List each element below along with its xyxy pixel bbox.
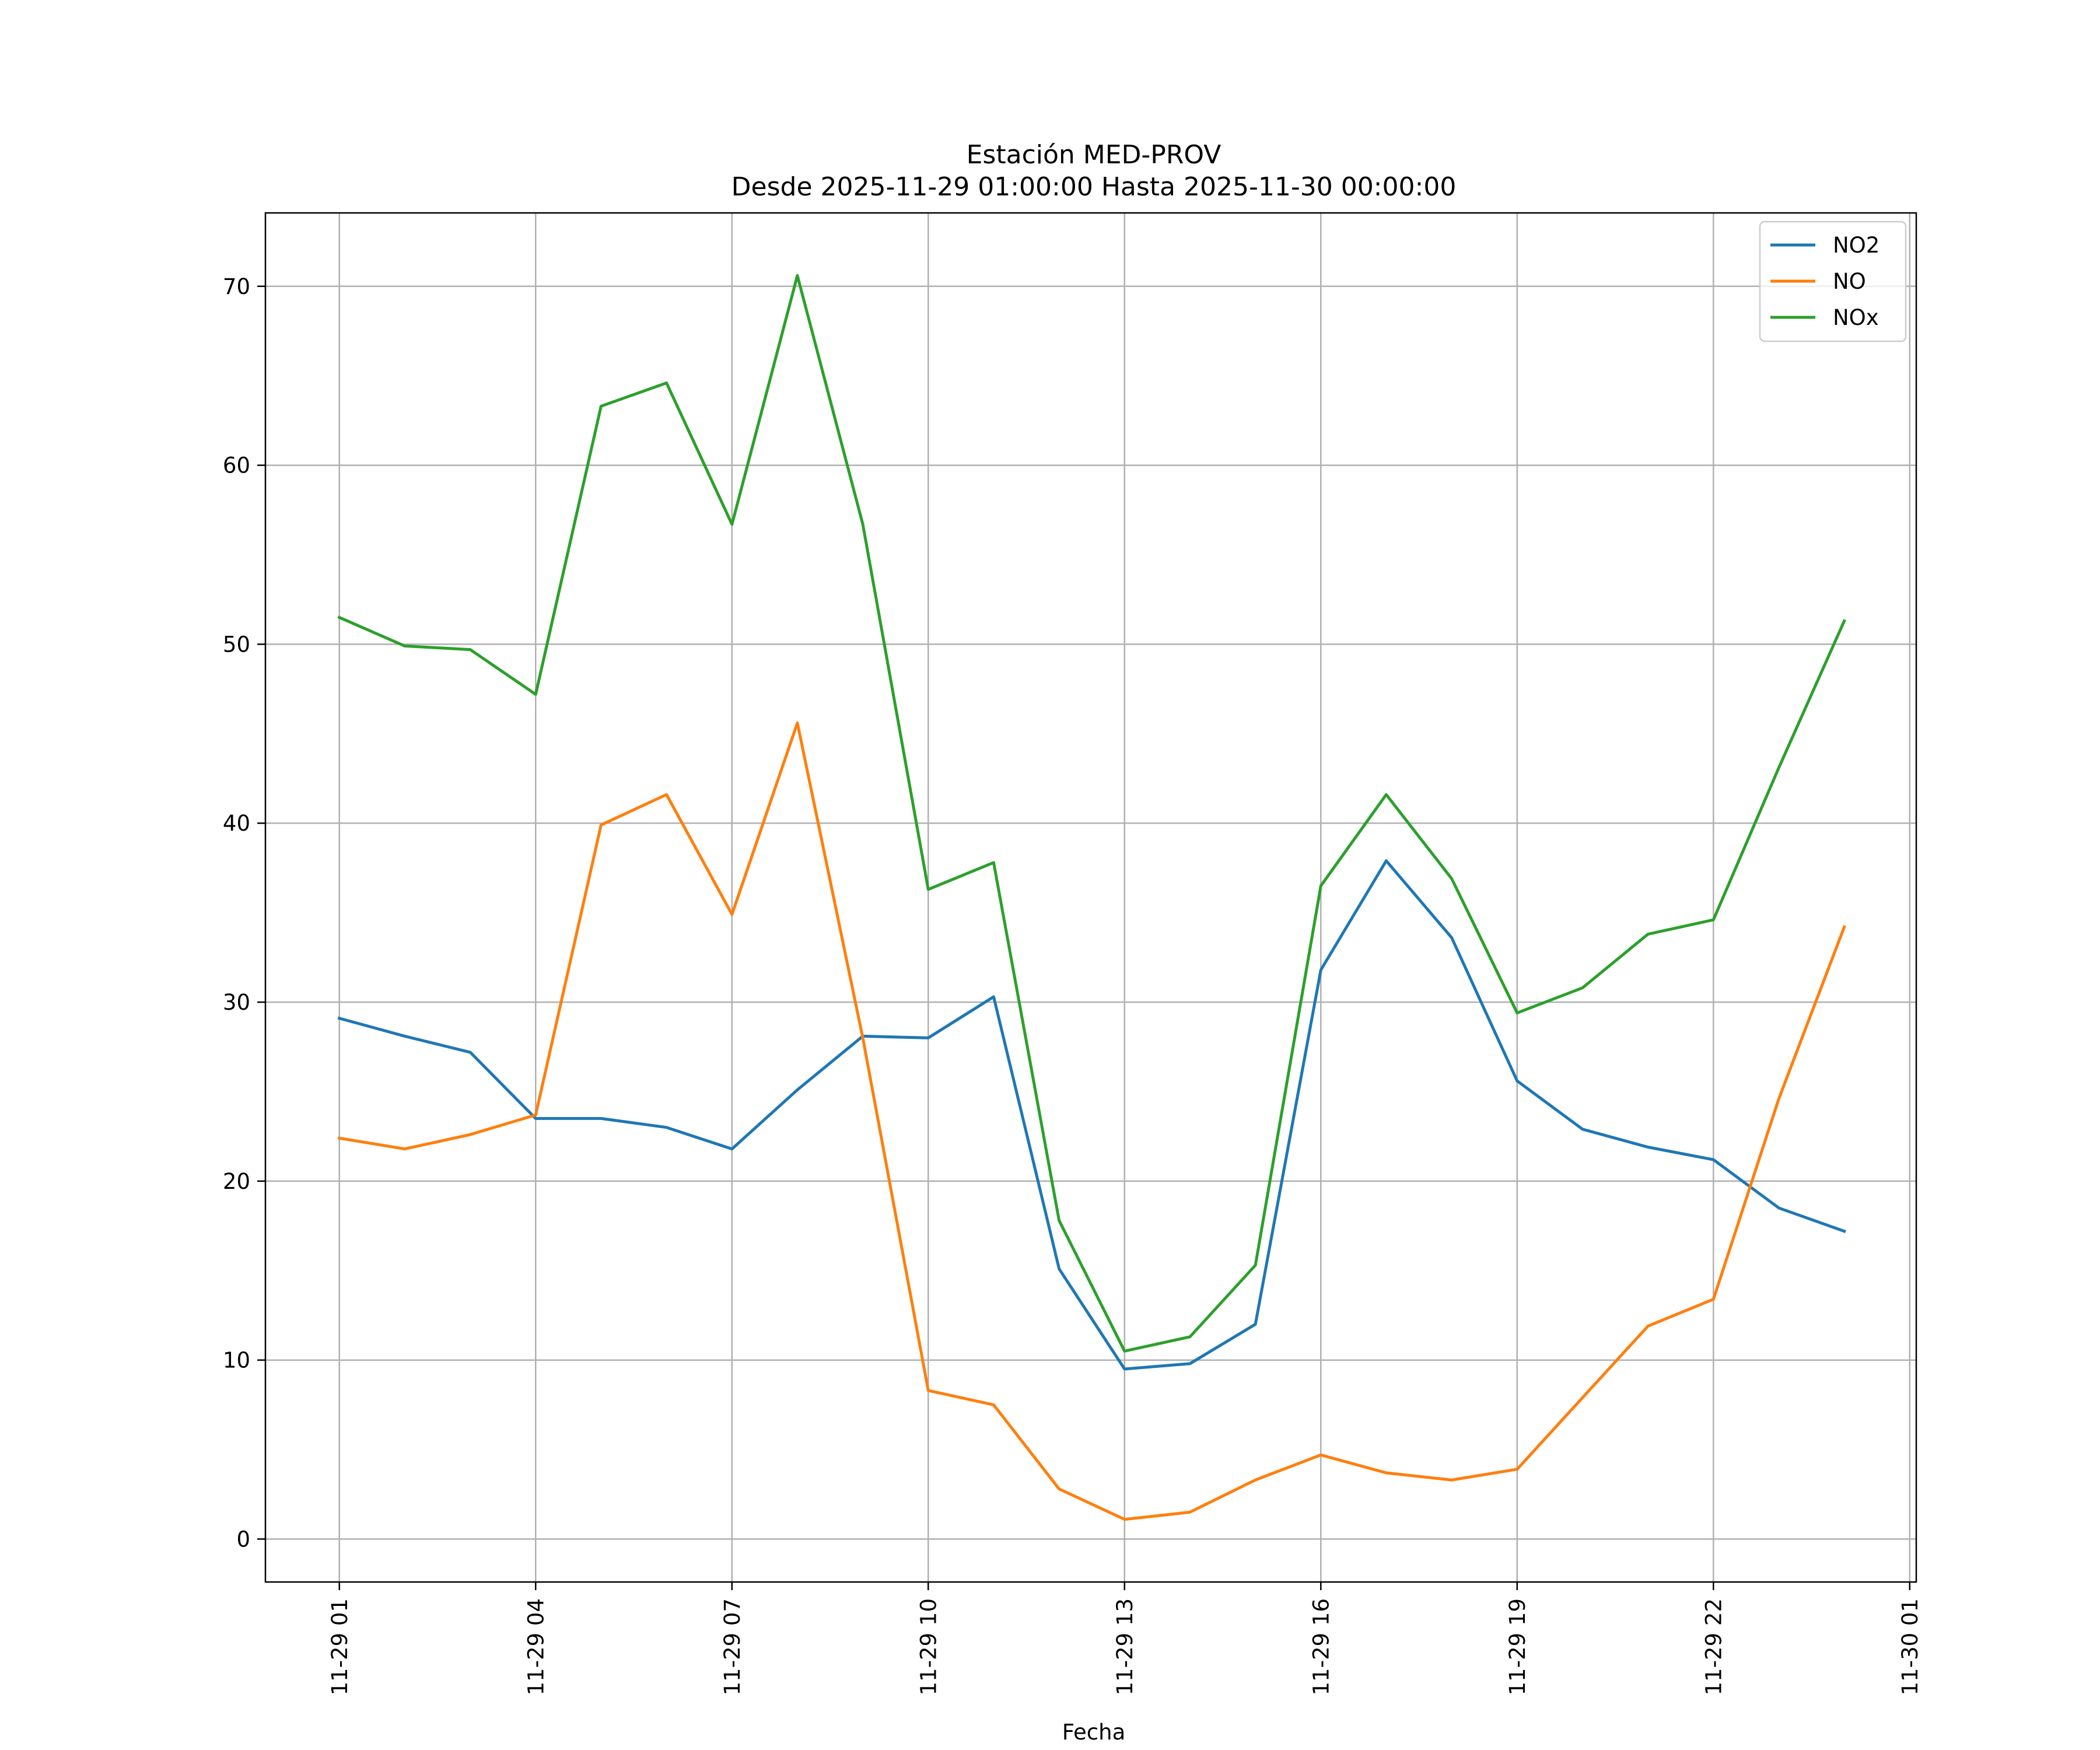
x-tick-label: 11-29 01	[327, 1598, 352, 1695]
grid	[265, 213, 1916, 1582]
legend-box	[1759, 220, 1907, 342]
legend-label-nox: NOx	[1833, 305, 1879, 330]
x-tick-label: 11-29 10	[916, 1598, 941, 1695]
y-tick-label: 10	[223, 1348, 250, 1373]
series-line-no2	[337, 859, 1846, 1371]
x-axis-ticks: 11-29 01 11-29 04 11-29 07 11-29 10 11-29 13…	[327, 1582, 1923, 1695]
y-tick-label: 70	[223, 274, 250, 299]
x-tick-label: 11-29 19	[1505, 1598, 1530, 1695]
y-tick-label: 30	[223, 990, 250, 1015]
x-tick-label: 11-30 01	[1898, 1598, 1923, 1695]
x-axis-label: Fecha	[1062, 1720, 1126, 1745]
chart-title-line2: Desde 2025-11-29 01:00:00 Hasta 2025-11-…	[732, 172, 1457, 202]
y-tick-label: 20	[223, 1169, 250, 1194]
plot-frame	[264, 212, 1917, 1583]
x-tick-label: 11-29 13	[1112, 1598, 1138, 1695]
y-tick-label: 60	[223, 453, 250, 478]
legend: NO2 NO NOx	[1759, 220, 1907, 342]
x-tick-label: 11-29 16	[1308, 1598, 1334, 1695]
y-tick-label: 0	[236, 1527, 250, 1552]
y-tick-label: 40	[223, 811, 250, 836]
series-line-no	[337, 721, 1846, 1521]
x-tick-label: 11-29 22	[1701, 1598, 1726, 1695]
series-lines	[337, 274, 1846, 1521]
x-tick-label: 11-29 07	[720, 1598, 745, 1695]
legend-label-no2: NO2	[1833, 233, 1880, 258]
y-axis-ticks: 0 10 20 30 40 50 60 70	[223, 274, 265, 1552]
x-tick-label: 11-29 04	[523, 1598, 548, 1695]
y-tick-label: 50	[223, 632, 250, 657]
legend-label-no: NO	[1833, 269, 1866, 294]
chart-title-line1: Estación MED-PROV	[967, 140, 1222, 170]
series-line-nox	[337, 274, 1846, 1353]
